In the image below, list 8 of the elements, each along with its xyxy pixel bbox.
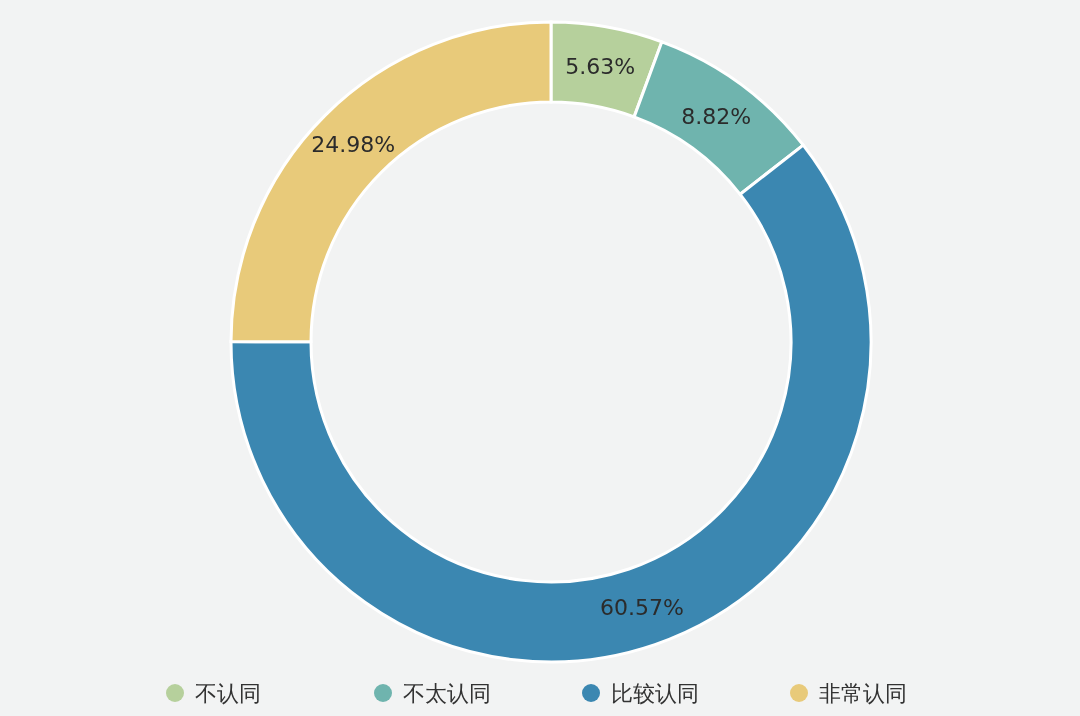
- data-label: 24.98%: [311, 131, 396, 157]
- legend-label: 不认同: [195, 681, 261, 706]
- legend-label: 非常认同: [819, 681, 907, 706]
- data-label: 60.57%: [600, 594, 684, 620]
- data-label: 8.82%: [681, 103, 752, 129]
- data-label: 5.63%: [565, 54, 636, 80]
- legend-label: 比较认同: [611, 681, 699, 706]
- legend-label: 不太认同: [403, 681, 491, 706]
